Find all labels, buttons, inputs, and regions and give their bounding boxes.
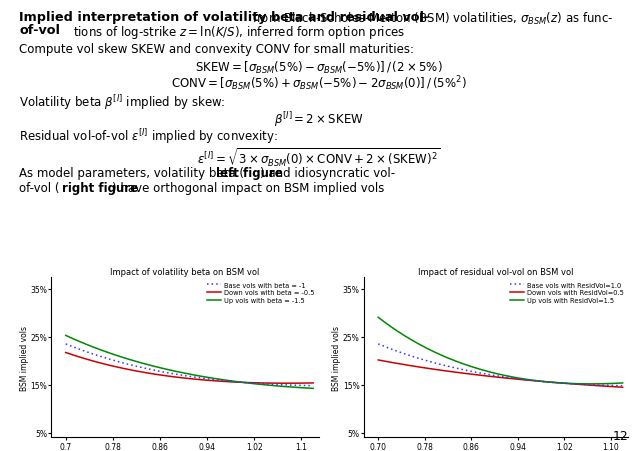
Legend: Base vols with ResidVol=1.0, Down vols with ResidVol=0.5, Up vols with ResidVol=: Base vols with ResidVol=1.0, Down vols w…	[508, 281, 625, 304]
Y-axis label: BSM implied vols: BSM implied vols	[332, 325, 341, 390]
Text: of-vol: of-vol	[19, 23, 60, 37]
Text: of-vol (: of-vol (	[19, 182, 59, 195]
Title: Impact of volatility beta on BSM vol: Impact of volatility beta on BSM vol	[110, 267, 260, 276]
Text: Residual vol-of-vol $\varepsilon^{[I]}$ implied by convexity:: Residual vol-of-vol $\varepsilon^{[I]}$ …	[19, 127, 278, 146]
Text: Volatility beta $\beta^{[I]}$ implied by skew:: Volatility beta $\beta^{[I]}$ implied by…	[19, 93, 226, 112]
Text: 12: 12	[612, 429, 628, 442]
Title: Impact of residual vol-vol on BSM vol: Impact of residual vol-vol on BSM vol	[419, 267, 574, 276]
Text: ) have orthogonal impact on BSM implied vols: ) have orthogonal impact on BSM implied …	[112, 182, 384, 195]
Text: Compute vol skew SKEW and convexity CONV for small maturities:: Compute vol skew SKEW and convexity CONV…	[19, 43, 414, 56]
Legend: Base vols with beta = -1, Down vols with beta = -0.5, Up vols with beta = -1.5: Base vols with beta = -1, Down vols with…	[205, 281, 316, 304]
Text: from Black-Scholes-Merton (BSM) volatilities, $\sigma_{BSM}(z)$ as func-: from Black-Scholes-Merton (BSM) volatili…	[252, 11, 613, 28]
Y-axis label: BSM implied vols: BSM implied vols	[20, 325, 29, 390]
Text: Implied interpretation of volatility beta and residual vol-: Implied interpretation of volatility bet…	[19, 11, 429, 24]
Text: $\mathrm{SKEW} = [\sigma_{BSM}(5\%) - \sigma_{BSM}(-5\%)] \,/\, (2 \times 5\%)$: $\mathrm{SKEW} = [\sigma_{BSM}(5\%) - \s…	[195, 60, 443, 76]
Text: right figure: right figure	[62, 182, 138, 195]
Text: $\beta^{[I]} = 2 \times \mathrm{SKEW}$: $\beta^{[I]} = 2 \times \mathrm{SKEW}$	[274, 110, 364, 129]
Text: As model parameters, volatility beta (: As model parameters, volatility beta (	[19, 167, 244, 180]
Text: $\varepsilon^{[I]} = \sqrt{3 \times \sigma_{BSM}(0) \times \mathrm{CONV} + 2 \ti: $\varepsilon^{[I]} = \sqrt{3 \times \sig…	[197, 146, 441, 168]
Text: tions of log-strike $z = \ln(K/S)$, inferred form option prices: tions of log-strike $z = \ln(K/S)$, infe…	[73, 23, 406, 41]
Text: ) and idiosyncratic vol-: ) and idiosyncratic vol-	[260, 167, 396, 180]
Text: left figure: left figure	[216, 167, 283, 180]
Text: $\mathrm{CONV} = [\sigma_{BSM}(5\%) + \sigma_{BSM}(-5\%) - 2\sigma_{BSM}(0)] \,/: $\mathrm{CONV} = [\sigma_{BSM}(5\%) + \s…	[171, 74, 467, 93]
